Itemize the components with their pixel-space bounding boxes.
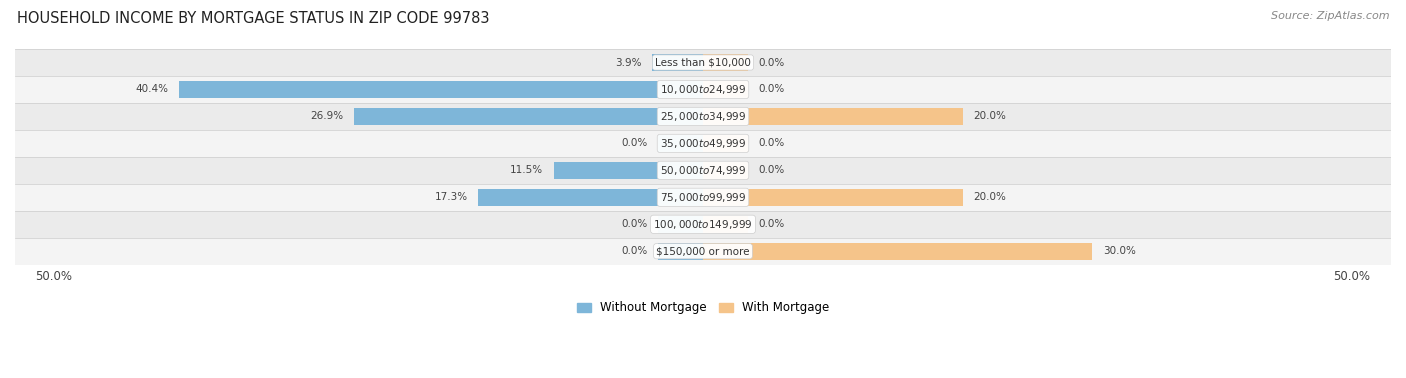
Text: 0.0%: 0.0%	[621, 138, 647, 149]
Bar	[703, 243, 1092, 260]
Bar	[354, 108, 703, 125]
Bar	[15, 49, 1391, 76]
Text: Source: ZipAtlas.com: Source: ZipAtlas.com	[1271, 11, 1389, 21]
Bar	[15, 157, 1391, 184]
Bar	[15, 130, 1391, 157]
Text: $35,000 to $49,999: $35,000 to $49,999	[659, 137, 747, 150]
Bar	[15, 103, 1391, 130]
Text: 0.0%: 0.0%	[759, 165, 785, 175]
Text: HOUSEHOLD INCOME BY MORTGAGE STATUS IN ZIP CODE 99783: HOUSEHOLD INCOME BY MORTGAGE STATUS IN Z…	[17, 11, 489, 26]
Bar	[703, 54, 748, 71]
Text: 20.0%: 20.0%	[973, 192, 1005, 202]
Text: 17.3%: 17.3%	[434, 192, 468, 202]
Text: $10,000 to $24,999: $10,000 to $24,999	[659, 83, 747, 96]
Text: 30.0%: 30.0%	[1102, 246, 1136, 256]
Text: 0.0%: 0.0%	[759, 84, 785, 94]
Bar	[179, 81, 703, 98]
Bar	[703, 81, 748, 98]
Text: $100,000 to $149,999: $100,000 to $149,999	[654, 218, 752, 231]
Bar	[703, 108, 963, 125]
Text: $50,000 to $74,999: $50,000 to $74,999	[659, 164, 747, 177]
Bar	[658, 216, 703, 232]
Bar	[554, 162, 703, 179]
Bar	[658, 243, 703, 260]
Text: Less than $10,000: Less than $10,000	[655, 57, 751, 68]
Text: 0.0%: 0.0%	[759, 219, 785, 229]
Bar	[703, 189, 963, 206]
Text: $150,000 or more: $150,000 or more	[657, 246, 749, 256]
Legend: Without Mortgage, With Mortgage: Without Mortgage, With Mortgage	[572, 297, 834, 319]
Text: 0.0%: 0.0%	[621, 219, 647, 229]
Bar	[15, 238, 1391, 265]
Text: 0.0%: 0.0%	[621, 246, 647, 256]
Text: $75,000 to $99,999: $75,000 to $99,999	[659, 191, 747, 204]
Bar	[658, 135, 703, 152]
Text: 3.9%: 3.9%	[616, 57, 643, 68]
Bar	[703, 216, 748, 232]
Text: 0.0%: 0.0%	[759, 57, 785, 68]
Text: $25,000 to $34,999: $25,000 to $34,999	[659, 110, 747, 123]
Bar	[15, 76, 1391, 103]
Bar	[703, 162, 748, 179]
Text: 11.5%: 11.5%	[510, 165, 543, 175]
Bar	[15, 211, 1391, 238]
Text: 40.4%: 40.4%	[135, 84, 169, 94]
Bar	[652, 54, 703, 71]
Bar	[15, 184, 1391, 211]
Bar	[478, 189, 703, 206]
Text: 20.0%: 20.0%	[973, 112, 1005, 121]
Text: 26.9%: 26.9%	[311, 112, 343, 121]
Bar	[703, 135, 748, 152]
Text: 0.0%: 0.0%	[759, 138, 785, 149]
